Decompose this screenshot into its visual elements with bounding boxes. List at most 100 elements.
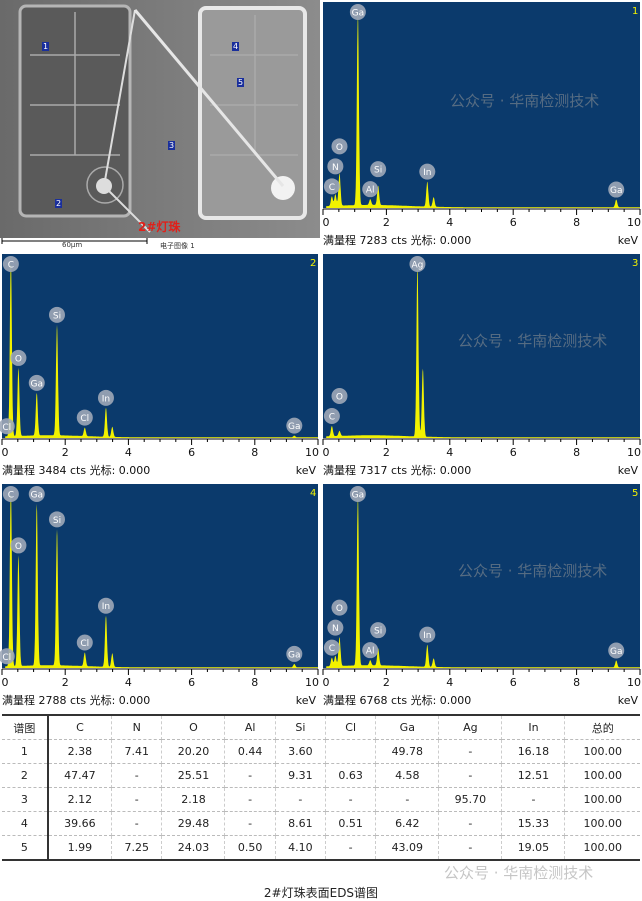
plot-area (323, 484, 640, 668)
spectrum-footer: 满量程 7283 cts 光标: 0.000 (323, 233, 471, 247)
element-label: Ga (28, 374, 45, 391)
svg-text:C: C (329, 644, 335, 654)
element-label: C (323, 407, 340, 424)
svg-text:Al: Al (366, 186, 375, 196)
sem-image: 1 2 3 4 5 2#灯珠 60μm 电子图像 1 (0, 0, 320, 250)
element-label: Si (370, 622, 387, 639)
table-cell: - (224, 787, 276, 812)
spectrum-panel-2: 2 Cl C O Ga Si Cl In Ga 0 2 4 6 8 10 满量程 3484 cts 光标: 0… (0, 252, 320, 480)
element-label: Ga (608, 181, 625, 198)
svg-text:In: In (102, 394, 110, 404)
svg-text:Ga: Ga (352, 9, 365, 19)
table-cell: Cl (325, 714, 377, 740)
x-unit: keV (618, 464, 639, 477)
x-tick-label: 10 (627, 216, 641, 229)
element-label: In (97, 597, 114, 614)
svg-text:In: In (102, 602, 110, 612)
spectrum-panel-4: 4 Cl C O Ga Si Cl In Ga 0 2 4 6 8 10 满量程 2788 cts 光标: 0… (0, 482, 320, 710)
x-tick-label: 0 (323, 676, 330, 689)
table-cell: - (111, 811, 163, 836)
element-label: O (10, 537, 27, 554)
x-tick-label: 10 (305, 446, 319, 459)
element-label: Ga (286, 645, 303, 662)
table-cell: 25.51 (161, 763, 226, 788)
spectrum-panel-5: 5 C N O Ga Al Si In Ga 0 2 4 6 8 10 满量程 6768 cts 光标: 0.… (321, 482, 642, 710)
composition-table: 谱图 C N O Al Si Cl Ga Ag In 总的 1 2.38 7.41 20.20 0.44 3.6… (2, 714, 640, 861)
table-cell: 16.18 (501, 739, 566, 764)
spectrum-chart: 2 Cl C O Ga Si Cl In Ga 0 2 4 6 8 10 满量程 3484 cts 光标: 0… (0, 254, 319, 477)
spectrum-footer: 满量程 3484 cts 光标: 0.000 (2, 463, 150, 477)
svg-text:Cl: Cl (2, 423, 11, 433)
table-cell: - (275, 787, 327, 812)
marker-2: 2 (55, 199, 63, 208)
element-label: Al (362, 642, 379, 659)
table-cell: Ag (438, 714, 503, 740)
x-tick-label: 10 (305, 676, 319, 689)
spectrum-id: 4 (310, 488, 316, 499)
svg-text:Cl: Cl (80, 414, 89, 424)
svg-text:N: N (332, 624, 339, 634)
x-tick-label: 2 (383, 216, 390, 229)
table-cell: 1.99 (47, 835, 113, 861)
element-label: C (323, 639, 340, 656)
x-tick-label: 6 (188, 446, 195, 459)
x-unit: keV (618, 234, 639, 247)
table-cell: 12.51 (501, 763, 566, 788)
table-cell: 100.00 (564, 811, 640, 836)
spectrum-footer: 满量程 7317 cts 光标: 0.000 (323, 463, 471, 477)
x-tick-label: 0 (2, 676, 9, 689)
spectrum-panel-1: 1 C N O Ga Al Si In Ga 0 2 4 6 8 10 满量程 7283 cts 光标: 0.… (321, 0, 642, 250)
x-tick-label: 2 (62, 676, 69, 689)
table-cell: - (111, 787, 163, 812)
table-cell: 15.33 (501, 811, 566, 836)
element-label: Cl (76, 409, 93, 426)
spectrum-chart: 3 CO Ag 0 2 4 6 8 10 满量程 7317 cts 光标: 0.000 keV (322, 254, 641, 477)
element-label: In (97, 389, 114, 406)
element-label: Ga (286, 417, 303, 434)
table-cell: 1 (2, 739, 49, 764)
table-cell: 100.00 (564, 835, 640, 861)
spectrum-footer: 满量程 2788 cts 光标: 0.000 (2, 693, 150, 707)
marker-1: 1 (42, 42, 50, 51)
table-cell: 43.09 (375, 835, 440, 861)
table-cell: - (224, 763, 276, 788)
table-cell: - (325, 835, 377, 861)
x-unit: keV (618, 694, 639, 707)
element-label: Si (370, 161, 387, 178)
svg-text:Ga: Ga (610, 647, 623, 657)
table-cell: 4.10 (275, 835, 327, 861)
element-label: N (327, 158, 344, 175)
table-cell: In (501, 714, 566, 740)
table-cell: 6.42 (375, 811, 440, 836)
spectrum-chart: 4 Cl C O Ga Si Cl In Ga 0 2 4 6 8 10 满量程 2788 cts 光标: 0… (0, 484, 319, 707)
x-tick-label: 0 (323, 216, 330, 229)
x-tick-label: 10 (627, 446, 641, 459)
table-cell: 8.61 (275, 811, 327, 836)
table-header: 谱图 C N O Al Si Cl Ga Ag In 总的 (2, 714, 640, 740)
table-cell: C (47, 714, 113, 740)
svg-text:C: C (329, 183, 335, 193)
table-row: 4 39.66-29.48-8.61 0.51 6.42-15.33 100.00 (2, 811, 640, 836)
table-cell (325, 739, 377, 764)
x-tick-label: 6 (510, 216, 517, 229)
figure-caption: 2#灯珠表面EDS谱图 (263, 886, 379, 900)
table-cell: 47.47 (47, 763, 113, 788)
x-tick-label: 8 (251, 676, 258, 689)
table-cell: 9.31 (275, 763, 327, 788)
x-tick-label: 4 (446, 446, 453, 459)
x-tick-label: 4 (125, 676, 132, 689)
spectrum-trace (326, 495, 640, 668)
table-cell: 0.50 (224, 835, 276, 861)
table-cell: 4.58 (375, 763, 440, 788)
table-cell: - (375, 787, 440, 812)
table-cell: 95.70 (438, 787, 503, 812)
table-cell: 2.18 (161, 787, 226, 812)
element-label: C (323, 178, 340, 195)
element-label: Cl (0, 418, 15, 435)
svg-text:Si: Si (53, 516, 61, 526)
spectrum-trace (326, 13, 640, 208)
element-label: C (2, 256, 19, 272)
element-label: Ga (349, 486, 366, 502)
spectrum-id: 3 (632, 258, 638, 269)
